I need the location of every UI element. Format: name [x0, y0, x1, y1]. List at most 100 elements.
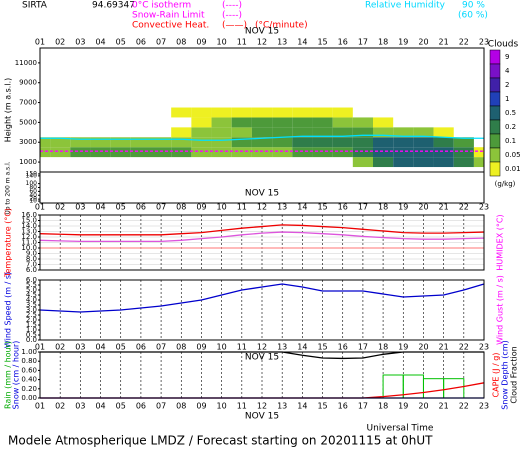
- cloud-cell: [251, 127, 273, 138]
- cloud-cell: [251, 147, 273, 158]
- x-tick-label: 05: [116, 402, 126, 411]
- y-tick-label: 4.5: [26, 291, 37, 299]
- x-tick-label: 04: [95, 203, 105, 212]
- y-tick-label: 5.0: [26, 286, 37, 294]
- x-tick-label: 05: [116, 343, 126, 352]
- cloud-cell: [352, 147, 373, 158]
- cloud-cell: [171, 137, 192, 148]
- cloud-cell: [373, 147, 394, 158]
- colorbar-label: 9: [505, 53, 509, 61]
- x-tick-label: 20: [418, 38, 428, 47]
- x-tick-label: 08: [176, 343, 186, 352]
- cloud-cell: [251, 117, 273, 128]
- plot-frame: [39, 279, 485, 341]
- cloud-cell: [171, 127, 192, 138]
- cloud-cell: [151, 147, 172, 158]
- cloud-cell: [151, 137, 172, 148]
- cloud-cell: [272, 127, 293, 138]
- cloud-cell: [332, 137, 353, 148]
- cloud-cell: [292, 137, 313, 148]
- colorbar-swatch: [489, 105, 501, 121]
- cloud-cell: [40, 147, 51, 158]
- cloud-cell: [50, 137, 71, 148]
- legend-label: Snow-Rain Limit: [132, 11, 205, 21]
- colorbar-label: 0.05: [505, 151, 521, 159]
- cloud-cell: [393, 127, 414, 138]
- x-tick-label: 03: [75, 343, 85, 352]
- y-tick-label: 1000: [19, 158, 37, 166]
- x-tick-label: 14: [297, 343, 307, 352]
- x-tick-label: 23: [479, 38, 489, 47]
- colorbar-swatch: [489, 91, 501, 107]
- cloud-cell: [453, 137, 474, 148]
- x-tick-label: 07: [156, 402, 166, 411]
- data-line: [39, 283, 485, 313]
- coords: 94.69347: [92, 1, 135, 11]
- y-tick-label: 15.0: [21, 217, 37, 225]
- legend-label: Relative Humidity: [365, 1, 446, 11]
- axis-label: Rain (mm / hour): [4, 341, 13, 409]
- x-tick-label: 13: [277, 343, 287, 352]
- x-tick-label: 10: [217, 38, 227, 47]
- x-tick-label: 13: [277, 203, 287, 212]
- x-tick-label: 22: [459, 203, 469, 212]
- x-tick-label: 22: [459, 38, 469, 47]
- cloud-cell: [211, 107, 232, 118]
- y-tick-label: 7000: [19, 99, 37, 107]
- y-tick-label: 0.80: [21, 357, 37, 365]
- x-tick-label: 17: [358, 38, 368, 47]
- x-tick-label: 19: [398, 343, 408, 352]
- colorbar-label: 1: [505, 95, 509, 103]
- x-tick-label: 10: [217, 402, 227, 411]
- cloud-cell: [413, 147, 434, 158]
- x-tick-label: 05: [116, 203, 126, 212]
- cloud-cell: [373, 127, 394, 138]
- y-tick-label: 0.40: [21, 376, 37, 384]
- x-tick-label: 21: [439, 402, 449, 411]
- cloud-cell: [453, 147, 474, 158]
- cloud-cell: [191, 147, 212, 158]
- cloud-cell: [413, 127, 434, 138]
- x-tick-label: 04: [95, 402, 105, 411]
- data-line: [39, 231, 485, 243]
- colorbar-swatch: [489, 49, 501, 65]
- cloud-cell: [312, 107, 333, 118]
- cloud-cell: [191, 107, 212, 118]
- cloud-cell: [70, 147, 91, 158]
- x-tick-label: 11: [237, 402, 247, 411]
- cloud-cell: [292, 127, 313, 138]
- x-tick-label: 16: [338, 343, 348, 352]
- x-tick-label: 22: [459, 402, 469, 411]
- cloud-cell: [433, 127, 454, 138]
- cloud-cell: [231, 147, 252, 158]
- date-label: NOV 15: [245, 412, 279, 422]
- cloud-cell: [231, 107, 252, 118]
- colorbar-label: 0.1: [505, 137, 516, 145]
- x-tick-label: 10: [217, 343, 227, 352]
- x-tick-label: 08: [176, 203, 186, 212]
- colorbar-swatch: [489, 133, 501, 149]
- y-tick-label: 0.60: [21, 366, 37, 374]
- cloud-cell: [171, 147, 192, 158]
- axis-label: HUMIDEX (°C): [496, 214, 505, 270]
- cloud-cell: [332, 107, 353, 118]
- colorbar-swatch: [489, 147, 501, 163]
- cloud-cell: [272, 147, 293, 158]
- y2-tick-label: 20: [29, 196, 37, 203]
- cloud-cell: [453, 157, 474, 168]
- x-tick-label: 18: [378, 343, 388, 352]
- y2-tick-label: 40: [29, 192, 37, 199]
- x-tick-label: 22: [459, 343, 469, 352]
- x-tick-label: 06: [136, 203, 146, 212]
- cloud-cell: [312, 117, 333, 128]
- x-tick-label: 16: [338, 38, 348, 47]
- y-tick-label: 13.0: [21, 228, 37, 236]
- x-tick-label: 16: [338, 203, 348, 212]
- cloud-cell: [473, 157, 484, 168]
- legend-label: 0°C isotherm: [132, 1, 191, 11]
- x-tick-label: 13: [277, 402, 287, 411]
- x-tick-label: 01: [35, 343, 45, 352]
- y-tick-label: 5.5: [26, 281, 37, 289]
- plot-frame: [39, 214, 485, 271]
